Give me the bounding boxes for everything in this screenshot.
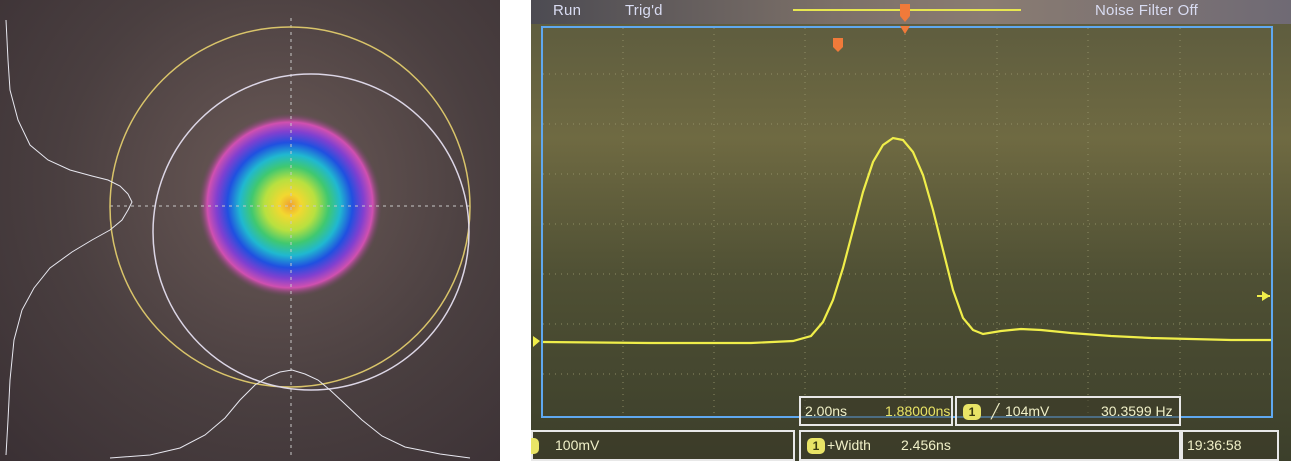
channel1-scale-readout[interactable]: 100mV (531, 430, 795, 461)
measurement-channel-badge: 1 (807, 438, 825, 454)
run-status[interactable]: Run (553, 2, 582, 19)
outer-aperture-circle (109, 26, 471, 388)
timebase-delay: 1.88000ns (885, 403, 951, 419)
oscilloscope-panel: Run Trig'd Noise Filter Off (531, 0, 1291, 461)
measurement-name: +Width (827, 437, 871, 453)
channel1-ground-marker[interactable] (533, 336, 540, 347)
timebase-per-division: 2.00ns (805, 403, 848, 419)
status-bar: Run Trig'd Noise Filter Off (531, 0, 1291, 24)
beam-profile-image (5, 18, 471, 459)
beam-spot (198, 113, 382, 297)
rising-edge-icon: ╱ (991, 403, 1000, 419)
channel1-scale: 100mV (555, 437, 600, 453)
trigger-position-marker[interactable] (900, 4, 910, 34)
channel1-waveform (542, 136, 1271, 345)
timebase-readout[interactable]: 2.00ns 1.88000ns (799, 396, 953, 426)
waveform-display (533, 4, 1271, 416)
beam-profiler-panel (0, 0, 500, 461)
channel1-badge (531, 438, 539, 454)
trigger-status: Trig'd (625, 2, 663, 19)
vertical-profile-trace (5, 19, 133, 456)
delay-marker[interactable] (833, 38, 843, 52)
measurement-value: 2.456ns (901, 437, 951, 453)
clock-readout: 19:36:58 (1181, 430, 1279, 461)
trigger-frequency: 30.3599 Hz (1101, 403, 1173, 419)
grid-lines (543, 28, 1271, 416)
noise-filter-status[interactable]: Noise Filter Off (1095, 2, 1198, 19)
trigger-level: 104mV (1005, 403, 1050, 419)
trigger-readout[interactable]: 1 ╱ 104mV 30.3599 Hz (955, 396, 1181, 426)
horizontal-profile-trace (109, 369, 471, 459)
measurement-readout[interactable]: 1 +Width 2.456ns (799, 430, 1181, 461)
clock-time: 19:36:58 (1187, 437, 1242, 453)
inner-aperture-circle (152, 73, 470, 391)
trigger-channel-badge: 1 (963, 404, 981, 420)
